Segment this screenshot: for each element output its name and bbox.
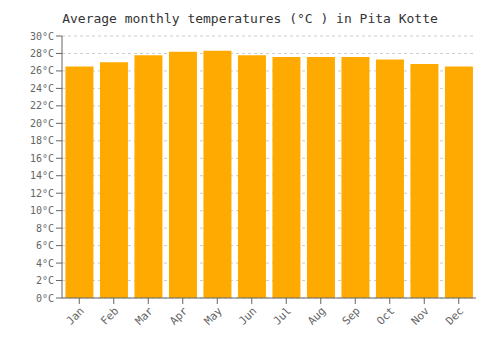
svg-text:Jan: Jan xyxy=(64,304,87,327)
svg-text:Apr: Apr xyxy=(167,304,191,328)
svg-text:16°C: 16°C xyxy=(30,153,54,164)
svg-text:Sep: Sep xyxy=(340,304,363,327)
svg-text:12°C: 12°C xyxy=(30,188,54,199)
svg-text:Jul: Jul xyxy=(271,304,294,327)
svg-text:10°C: 10°C xyxy=(30,205,54,216)
svg-text:18°C: 18°C xyxy=(30,135,54,146)
svg-text:6°C: 6°C xyxy=(36,240,54,251)
svg-text:Mar: Mar xyxy=(133,304,157,328)
svg-text:Oct: Oct xyxy=(374,304,397,327)
svg-text:0°C: 0°C xyxy=(36,293,54,304)
svg-text:20°C: 20°C xyxy=(30,118,54,129)
svg-text:24°C: 24°C xyxy=(30,83,54,94)
svg-text:4°C: 4°C xyxy=(36,258,54,269)
svg-text:Nov: Nov xyxy=(409,304,433,328)
svg-text:May: May xyxy=(202,304,226,328)
svg-text:8°C: 8°C xyxy=(36,223,54,234)
html-text:Average monthly temperatures (: Average monthly temperatures (°C ) in Pi… xyxy=(62,11,438,26)
svg-text:26°C: 26°C xyxy=(30,65,54,76)
svg-text:Aug: Aug xyxy=(305,304,328,327)
svg-text:28°C: 28°C xyxy=(30,48,54,59)
svg-text:14°C: 14°C xyxy=(30,170,54,181)
svg-text:Dec: Dec xyxy=(443,304,466,327)
svg-text:22°C: 22°C xyxy=(30,100,54,111)
svg-text:Jun: Jun xyxy=(236,304,259,327)
svg-text:Feb: Feb xyxy=(98,304,121,327)
svg-text:2°C: 2°C xyxy=(36,275,54,286)
svg-text:30°C: 30°C xyxy=(30,31,54,42)
